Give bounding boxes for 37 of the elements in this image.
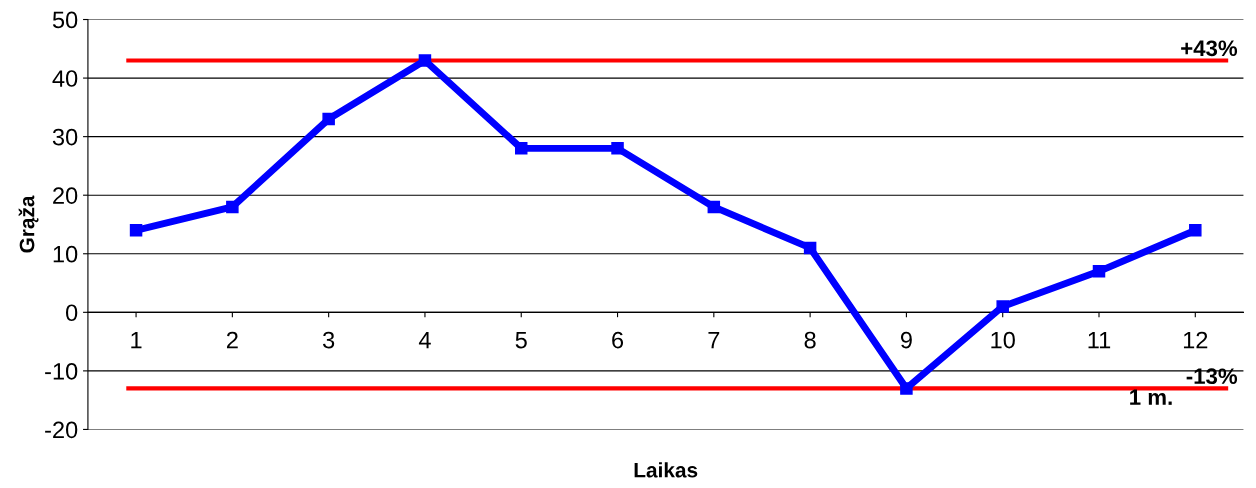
ref-line-label: -13% <box>1186 368 1238 385</box>
point <box>1092 265 1106 278</box>
x-tick-label: 9 <box>900 331 912 349</box>
x-tick-label: 11 <box>1088 331 1111 349</box>
ref-line-label: +43% <box>1181 40 1238 57</box>
point <box>611 142 624 155</box>
y-tick-label: -10 <box>45 362 78 380</box>
y-tick-label: 0 <box>65 304 78 322</box>
x-tick-label: 2 <box>226 331 238 349</box>
y-tick-label: 40 <box>52 70 78 87</box>
x-tick-label: 8 <box>804 331 816 349</box>
y-tick-label: 20 <box>53 187 78 204</box>
x-tick-label: 7 <box>708 331 720 349</box>
point <box>1189 224 1202 237</box>
x-tick-label: 6 <box>612 331 624 349</box>
x-tick-label: 12 <box>1183 331 1208 349</box>
annotation: 1 m. <box>1130 389 1172 405</box>
point <box>996 300 1009 313</box>
x-axis-title: Laikas <box>634 462 698 478</box>
point <box>900 382 913 395</box>
y-tick-label: 30 <box>52 128 78 146</box>
x-tick-label: 5 <box>515 331 527 349</box>
y-tick-label: -20 <box>45 421 78 439</box>
x-tick-label: 1 <box>131 331 142 349</box>
point <box>322 112 335 126</box>
point <box>803 241 817 255</box>
x-tick-label: 3 <box>322 331 335 349</box>
point <box>514 142 528 155</box>
y-axis-title: Grąža <box>18 195 39 253</box>
point <box>707 200 721 214</box>
x-tick-label: 4 <box>418 331 431 349</box>
point <box>129 224 143 237</box>
point <box>226 200 239 214</box>
y-tick-label: 50 <box>52 11 78 29</box>
y-tick-label: 10 <box>53 245 78 263</box>
point <box>418 54 432 67</box>
x-tick-label: 10 <box>991 331 1015 349</box>
